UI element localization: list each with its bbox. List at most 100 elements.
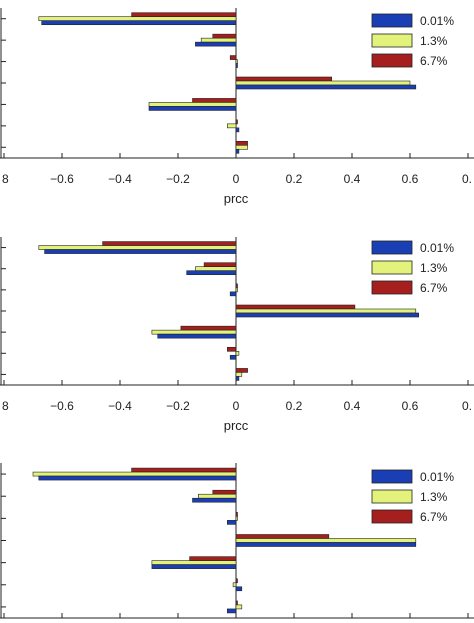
bar-67-cat-6 xyxy=(227,346,237,352)
bar-001-cat-1 xyxy=(44,249,237,254)
bar-001-cat-5 xyxy=(151,564,237,569)
legend-label: 6.7% xyxy=(420,510,448,524)
bar-001-cat-2 xyxy=(192,497,237,503)
bar-67-cat-4 xyxy=(235,76,332,82)
bar-13-cat-3 xyxy=(235,287,238,293)
legend-swatch xyxy=(371,53,413,68)
bar-001-cat-3 xyxy=(229,291,237,297)
legend-swatch xyxy=(371,469,413,484)
bar-001-cat-1 xyxy=(41,20,237,26)
x-tick-label: −0.4 xyxy=(108,172,132,186)
legend-swatch xyxy=(371,280,413,295)
bar-67-cat-2 xyxy=(212,489,237,495)
x-tick-label: 0.2 xyxy=(286,399,303,413)
bar-001-cat-4 xyxy=(235,84,417,90)
legend-label: 0.01% xyxy=(420,470,454,484)
bar-001-cat-6 xyxy=(235,586,243,592)
legend: 0.01% 1.3% 6.7% xyxy=(371,13,454,68)
bar-13-cat-6 xyxy=(227,123,237,129)
bar-67-cat-2 xyxy=(203,262,237,268)
bar-13-cat-2 xyxy=(200,37,237,43)
legend-swatch xyxy=(371,509,413,524)
legend-label: 0.01% xyxy=(420,241,454,255)
legend: 0.01% 1.3% 6.7% xyxy=(371,469,454,524)
x-tick-label: 0.6 xyxy=(402,399,419,413)
bar-67-cat-7 xyxy=(235,140,248,146)
bar-001-cat-7 xyxy=(235,148,240,154)
legend-label: 6.7% xyxy=(420,281,448,295)
x-tick-label: 0. xyxy=(462,172,472,186)
x-tick-label: 0. xyxy=(462,399,472,413)
x-tick-label: 0 xyxy=(233,172,240,186)
bar-67-cat-3 xyxy=(235,283,238,289)
x-axis-label: prcc xyxy=(224,418,249,433)
x-tick-label: 8 xyxy=(2,172,9,186)
bar-67-cat-2 xyxy=(212,33,237,39)
bar-001-cat-3 xyxy=(227,520,237,525)
bar-001-cat-6 xyxy=(235,127,240,133)
bar-67-cat-7 xyxy=(235,600,238,606)
legend-swatch xyxy=(371,13,413,28)
bar-67-cat-7 xyxy=(235,368,248,373)
legend-swatch xyxy=(371,489,413,504)
bar-13-cat-7 xyxy=(235,604,243,610)
bar-13-cat-6 xyxy=(235,350,240,356)
bar-13-cat-7 xyxy=(235,372,243,377)
legend-label: 1.3% xyxy=(420,34,448,48)
bar-13-cat-5 xyxy=(151,329,237,335)
bar-001-cat-3 xyxy=(235,63,238,68)
x-tick-label: −0.2 xyxy=(166,172,190,186)
bar-67-cat-3 xyxy=(235,512,238,517)
bar-13-cat-2 xyxy=(198,493,237,499)
chart-panel-1: 8 −0.6 −0.4 −0.2 0 0.2 0.4 0.6 0. prcc 0.01% 1.3% 6.… xyxy=(0,8,474,206)
x-tick-label: −0.2 xyxy=(166,399,190,413)
bar-13-cat-6 xyxy=(232,582,237,588)
bar-13-cat-3 xyxy=(235,516,238,521)
bar-67-cat-4 xyxy=(235,304,356,310)
bar-67-cat-1 xyxy=(131,467,237,473)
x-tick-label: 0 xyxy=(233,399,240,413)
bar-13-cat-4 xyxy=(235,538,417,543)
bar-67-cat-5 xyxy=(189,556,237,561)
bar-001-cat-4 xyxy=(235,542,417,547)
bar-67-cat-6 xyxy=(235,578,238,584)
legend-label: 6.7% xyxy=(420,54,448,68)
bar-13-cat-7 xyxy=(235,144,248,150)
bar-001-cat-4 xyxy=(235,312,419,318)
legend: 0.01% 1.3% 6.7% xyxy=(371,240,454,295)
bar-001-cat-2 xyxy=(186,270,237,276)
legend-swatch xyxy=(371,33,413,48)
bar-67-cat-4 xyxy=(235,534,330,539)
x-tick-label: 0.4 xyxy=(344,399,361,413)
x-axis-label: prcc xyxy=(224,191,249,206)
bar-67-cat-1 xyxy=(131,12,237,18)
chart-panel-2: 8 −0.6 −0.4 −0.2 0 0.2 0.4 0.6 0. prcc 0.01% 1.3% 6.… xyxy=(0,237,474,433)
x-tick-label: 0.4 xyxy=(344,172,361,186)
bar-13-cat-2 xyxy=(195,266,237,272)
bar-67-cat-3 xyxy=(229,55,237,60)
bar-67-cat-1 xyxy=(102,241,237,246)
chart-panel-3: 0.01% 1.3% 6.7% xyxy=(0,463,474,619)
legend-swatch xyxy=(371,260,413,275)
legend-label: 1.3% xyxy=(420,490,448,504)
bar-13-cat-5 xyxy=(151,560,237,565)
bar-001-cat-1 xyxy=(38,475,237,481)
bar-67-cat-5 xyxy=(192,98,237,103)
bar-001-cat-5 xyxy=(157,333,237,339)
x-tick-label: 0.6 xyxy=(402,172,419,186)
bar-001-cat-7 xyxy=(235,376,240,381)
bar-13-cat-1 xyxy=(38,245,237,250)
bar-13-cat-3 xyxy=(235,59,238,64)
bar-13-cat-4 xyxy=(235,80,411,86)
x-tick-label: 8 xyxy=(2,399,9,413)
legend-label: 1.3% xyxy=(420,261,448,275)
bar-001-cat-2 xyxy=(195,41,237,47)
x-tick-label: −0.6 xyxy=(50,399,74,413)
bar-001-cat-6 xyxy=(229,354,237,360)
bar-13-cat-5 xyxy=(148,102,237,107)
bar-001-cat-7 xyxy=(227,608,237,614)
bar-13-cat-1 xyxy=(32,471,237,477)
x-tick-label: 0.2 xyxy=(286,172,303,186)
bar-001-cat-5 xyxy=(148,106,237,111)
